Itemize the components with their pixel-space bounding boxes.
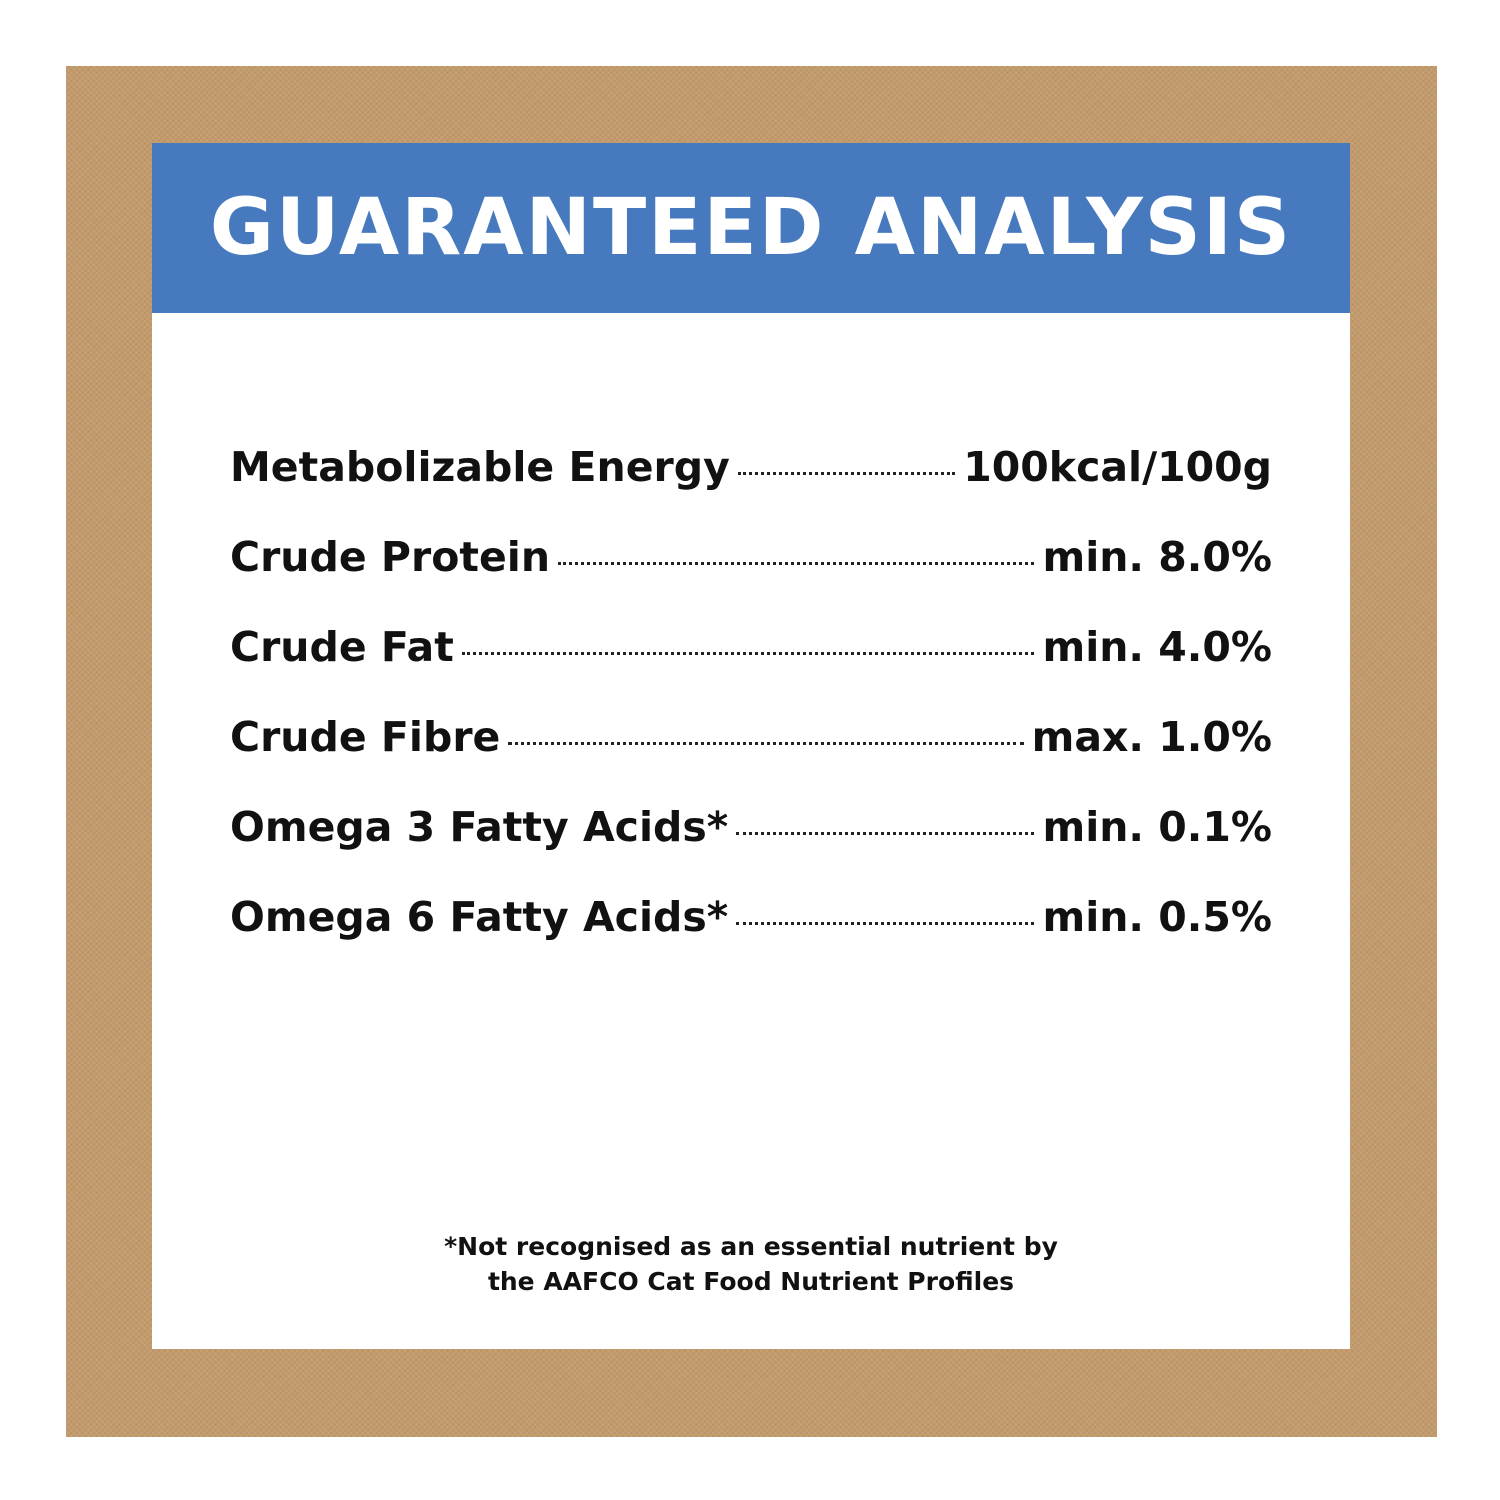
- analysis-value: min. 0.5%: [1042, 893, 1272, 941]
- analysis-value: 100kcal/100g: [963, 443, 1272, 491]
- analysis-panel: GUARANTEED ANALYSIS Metabolizable Energy…: [152, 143, 1350, 1349]
- footnote-line: the AAFCO Cat Food Nutrient Profiles: [487, 1267, 1015, 1296]
- footnote: *Not recognised as an essential nutrient…: [152, 1229, 1350, 1299]
- dot-leader: [461, 652, 1035, 655]
- analysis-label: Omega 3 Fatty Acids*: [230, 803, 729, 851]
- analysis-value: max. 1.0%: [1031, 713, 1272, 761]
- analysis-list: Metabolizable Energy 100kcal/100g Crude …: [230, 443, 1272, 983]
- dot-leader: [508, 742, 1024, 745]
- analysis-value: min. 8.0%: [1042, 533, 1272, 581]
- dot-leader: [736, 922, 1035, 925]
- title-banner: GUARANTEED ANALYSIS: [152, 143, 1350, 313]
- analysis-row-omega-3: Omega 3 Fatty Acids* min. 0.1%: [230, 803, 1272, 893]
- dot-leader: [737, 472, 956, 475]
- analysis-value: min. 0.1%: [1042, 803, 1272, 851]
- analysis-row-metabolizable-energy: Metabolizable Energy 100kcal/100g: [230, 443, 1272, 533]
- analysis-value: min. 4.0%: [1042, 623, 1272, 671]
- page-title: GUARANTEED ANALYSIS: [209, 183, 1293, 273]
- analysis-label: Omega 6 Fatty Acids*: [230, 893, 729, 941]
- analysis-row-crude-fat: Crude Fat min. 4.0%: [230, 623, 1272, 713]
- analysis-label: Metabolizable Energy: [230, 443, 730, 491]
- analysis-row-omega-6: Omega 6 Fatty Acids* min. 0.5%: [230, 893, 1272, 983]
- analysis-row-crude-protein: Crude Protein min. 8.0%: [230, 533, 1272, 623]
- analysis-row-crude-fibre: Crude Fibre max. 1.0%: [230, 713, 1272, 803]
- dot-leader: [558, 562, 1035, 565]
- dot-leader: [736, 832, 1035, 835]
- footnote-line: *Not recognised as an essential nutrient…: [444, 1232, 1058, 1261]
- analysis-label: Crude Protein: [230, 533, 551, 581]
- analysis-label: Crude Fibre: [230, 713, 501, 761]
- analysis-label: Crude Fat: [230, 623, 454, 671]
